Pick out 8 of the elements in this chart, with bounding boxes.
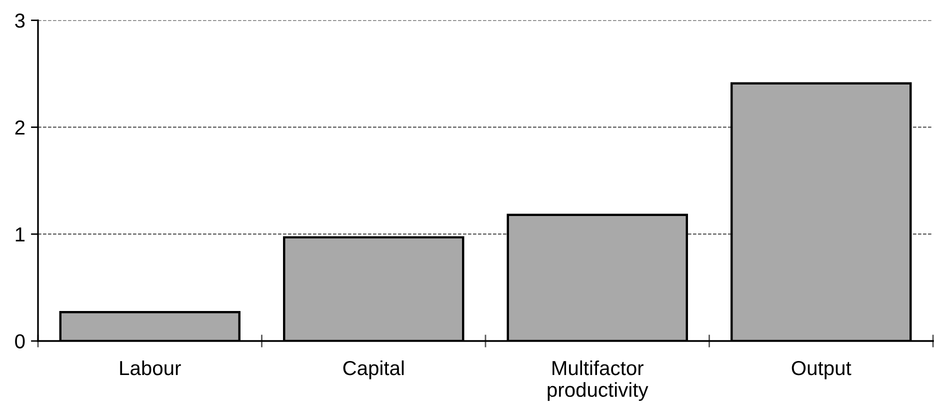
y-tick-label: 2 bbox=[15, 120, 24, 134]
x-tick-label: Capital bbox=[343, 360, 404, 380]
y-tick-label: 1 bbox=[16, 228, 25, 242]
y-tick-label: 0 bbox=[15, 334, 25, 348]
x-tick-label: Labour bbox=[120, 360, 181, 376]
x-tick-label: Output bbox=[792, 360, 852, 380]
x-tick-label: Multifactor productivity bbox=[548, 360, 648, 401]
y-tick-label: 3 bbox=[15, 14, 25, 28]
